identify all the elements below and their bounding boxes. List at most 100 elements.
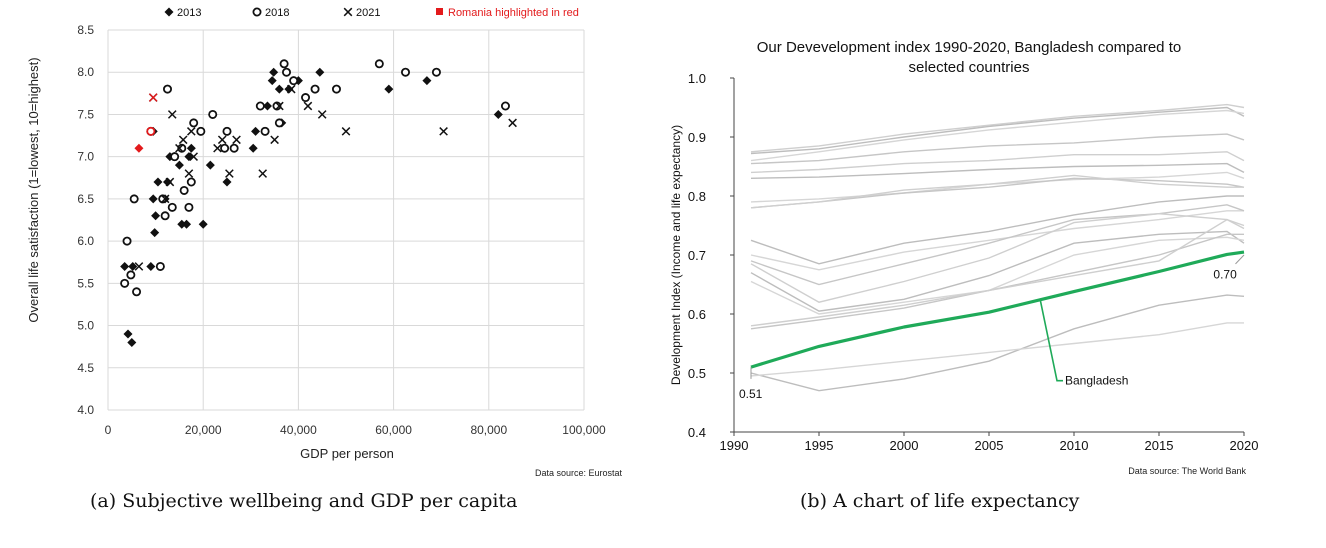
- line-chart-axes: 0.4 0.5 0.6 0.7 0.8 0.9 1.0 1990 1995 2000 2005 201…: [688, 71, 1259, 453]
- point-2013: [315, 67, 325, 77]
- point-2021: [508, 118, 517, 128]
- y-tick-label: 7.0: [77, 150, 94, 164]
- context-series-line: [750, 151, 1245, 174]
- legend-label: 2021: [356, 7, 380, 19]
- x-tick-label: 2015: [1145, 438, 1174, 453]
- bangladesh-label: Bangladesh: [1065, 374, 1128, 388]
- point-2018: [500, 101, 510, 111]
- context-series-line: [750, 103, 1245, 153]
- highlight-point-2013: [134, 143, 144, 153]
- y-tick-label: 0.4: [688, 425, 706, 440]
- scatter-grid: [107, 29, 585, 411]
- point-2013: [493, 109, 503, 119]
- point-2013: [222, 177, 232, 187]
- point-2021: [217, 135, 227, 145]
- y-tick-label: 7.5: [77, 107, 94, 121]
- point-2018: [177, 143, 187, 153]
- point-2021: [167, 110, 177, 119]
- legend-marker-2018: [252, 7, 262, 17]
- point-2021: [225, 169, 234, 178]
- x-tick-label: 60,000: [375, 423, 412, 437]
- context-series-line: [750, 210, 1244, 271]
- y-tick-label: 0.5: [688, 366, 706, 381]
- point-2021: [232, 135, 241, 145]
- point-2021: [186, 127, 196, 136]
- line-chart-series: [750, 103, 1245, 392]
- bangladesh-series-line: [750, 250, 1245, 369]
- x-tick-label: 2005: [975, 438, 1004, 453]
- end-value-label: 0.70: [1213, 268, 1237, 282]
- context-series-line: [750, 171, 1245, 203]
- context-series-line: [750, 236, 1245, 315]
- point-2018: [126, 270, 136, 280]
- x-tick-label: 100,000: [562, 423, 606, 437]
- point-2013: [151, 211, 161, 221]
- point-2013: [127, 337, 137, 347]
- legend-label: 2018: [265, 7, 289, 19]
- point-2013: [384, 84, 394, 94]
- point-2013: [184, 152, 194, 162]
- scatter-x-axis-label: GDP per person: [300, 446, 394, 461]
- scatter-x-ticks: 0 20,000 40,000 60,000 80,000 100,000: [105, 423, 606, 437]
- y-tick-label: 8.5: [77, 23, 94, 37]
- development-index-line-chart: Our Devevelopment index 1990-2020, Bangl…: [669, 39, 1259, 476]
- point-2013: [274, 84, 284, 94]
- point-2018: [179, 185, 189, 195]
- point-2018: [310, 84, 320, 94]
- scatter-data-source: Data source: Eurostat: [535, 468, 623, 478]
- x-tick-label: 1990: [720, 438, 749, 453]
- point-2018: [155, 261, 165, 271]
- point-2018: [301, 93, 311, 103]
- point-2021: [184, 169, 194, 178]
- point-2018: [281, 67, 291, 77]
- gdp-life-satisfaction-scatter: 4.0 4.5 5.0 5.5 6.0 6.5 7.0 7.5 8.0 8.5 0 20,000 40…: [26, 7, 623, 478]
- point-2021: [303, 101, 313, 111]
- point-2013: [150, 228, 160, 238]
- legend-marker-2021: [343, 7, 353, 17]
- point-2018: [279, 59, 289, 69]
- point-2018: [170, 152, 180, 162]
- context-series-line: [750, 230, 1245, 312]
- point-2018: [189, 118, 199, 128]
- point-2018: [229, 143, 239, 153]
- caption-b: (b) A chart of life expectancy: [800, 490, 1080, 512]
- context-series-line: [750, 106, 1245, 155]
- point-2013: [148, 194, 158, 204]
- x-tick-label: 0: [105, 423, 112, 437]
- x-tick-label: 2010: [1060, 438, 1089, 453]
- x-tick-label: 40,000: [280, 423, 317, 437]
- point-2018: [220, 143, 230, 153]
- end-leader-line: [1235, 254, 1245, 265]
- point-2013: [269, 67, 279, 77]
- point-2018: [272, 101, 282, 111]
- scatter-y-ticks: 4.0 4.5 5.0 5.5 6.0 6.5 7.0 7.5 8.0 8.5: [77, 23, 94, 417]
- y-tick-label: 4.5: [77, 361, 94, 375]
- point-2018: [184, 202, 194, 212]
- point-2013: [120, 261, 130, 271]
- point-2021: [275, 101, 284, 111]
- caption-a: (a) Subjective wellbeing and GDP per cap…: [90, 490, 518, 512]
- point-2018: [289, 76, 299, 86]
- y-tick-label: 6.5: [77, 192, 94, 206]
- x-tick-label: 20,000: [185, 423, 222, 437]
- point-2013: [182, 219, 192, 229]
- point-2021: [341, 127, 351, 136]
- context-series-line: [750, 294, 1245, 392]
- point-2018: [167, 202, 177, 212]
- line-chart-title-line-1: Our Devevelopment index 1990-2020, Bangl…: [757, 39, 1181, 56]
- point-2018: [120, 278, 130, 288]
- x-tick-label: 2000: [890, 438, 919, 453]
- context-series-line: [750, 195, 1244, 265]
- context-series-line: [750, 204, 1245, 286]
- x-tick-label: 2020: [1230, 438, 1259, 453]
- y-tick-label: 8.0: [77, 65, 94, 79]
- point-2021: [160, 194, 170, 204]
- point-2013: [198, 219, 208, 229]
- point-2013: [128, 261, 138, 271]
- scatter-legend: 2013 2018 2021 Romania highlighted in red: [164, 7, 579, 19]
- point-2018: [122, 236, 132, 246]
- context-series-line: [750, 133, 1245, 165]
- point-2018: [132, 287, 142, 297]
- context-series-line: [750, 109, 1245, 162]
- scatter-y-axis-label: Overall life satisfaction (1=lowest, 10=…: [26, 57, 41, 322]
